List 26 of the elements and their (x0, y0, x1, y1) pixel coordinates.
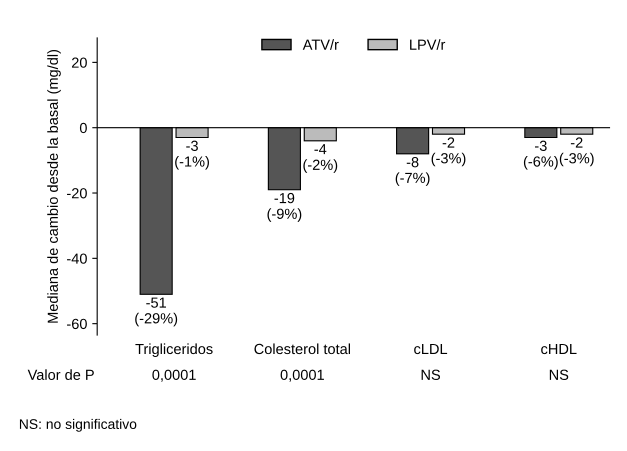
text: NS: no significativo (20, 418, 136, 432)
data-label: -3 (-6%) (524, 140, 558, 170)
text: 0,0001 (152, 370, 196, 382)
text: NS (550, 370, 568, 380)
y-tick-label: 20 (72, 57, 87, 68)
y-tick-label: 0 (80, 122, 87, 134)
x-tick-label: Trigliceridos (135, 343, 213, 358)
x-tick-label: cLDL (414, 344, 448, 354)
y-tick-label: -20 (67, 188, 87, 198)
text: Valor de P (28, 369, 94, 380)
text: NS (422, 370, 440, 380)
y-tick-label: -40 (67, 253, 87, 264)
data-label: -2 (-3%) (432, 137, 466, 166)
legend-label: LPV/r (410, 39, 446, 50)
data-label: -2 (-3%) (560, 137, 594, 166)
data-label: -19 (-9%) (267, 192, 302, 222)
y-axis-title: Mediana de cambio desde la basal (mg/dl) (47, 50, 61, 323)
text: 0,0001 (280, 370, 324, 382)
x-tick-label: cHDL (541, 344, 577, 354)
data-label: -4 (-2%) (303, 144, 338, 173)
y-tick-label: -60 (67, 318, 87, 330)
data-label: -3 (-1%) (175, 140, 209, 170)
data-label: -51 (-29%) (135, 298, 178, 326)
data-label: -8 (-7%) (396, 156, 430, 186)
x-tick-label: Colesterol total (254, 343, 350, 354)
legend-label: ATV/r (302, 39, 339, 50)
